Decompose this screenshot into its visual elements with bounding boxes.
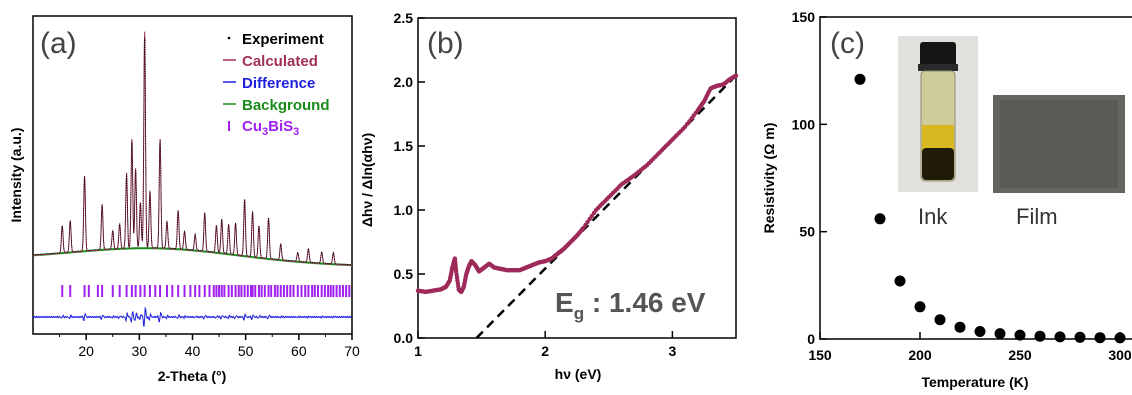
panel-a-x-tick-label: 60 [291, 343, 307, 359]
panel-c-y-tick-label: 100 [792, 116, 816, 132]
panel-b-plot-area [415, 73, 739, 339]
ink-vial-photo [898, 36, 978, 192]
legend-label-background: Background [242, 97, 330, 114]
panel-b-y-tick-label: 2.0 [394, 74, 414, 90]
legend-label-experiment: Experiment [242, 31, 324, 48]
inset-label-ink: Ink [918, 204, 948, 229]
experiment-curve [33, 37, 352, 265]
data-point [974, 326, 986, 337]
panel-a-plot-area [32, 31, 353, 327]
panel-c-y-tick-label: 0 [807, 331, 815, 347]
panel-b-axes: 1 2 3 0.0 0.5 1.0 1.5 2.0 2.5 [394, 10, 677, 359]
bandgap-annotation: Eg : 1.46 eV [555, 287, 706, 323]
panel-b-y-tick-label: 2.5 [394, 10, 414, 26]
panel-a-x-tick-label: 40 [185, 343, 201, 359]
panel-b-frame [417, 17, 737, 339]
data-point [894, 275, 906, 287]
panel-c-y-tick-label: 150 [792, 9, 816, 25]
legend-label-calculated: Calculated [242, 53, 318, 70]
panel-c: 150 200 250 300 0 50 100 150 Ink Film (c) Tempe… [761, 9, 1132, 390]
panel-b-y-tick-label: 0.5 [394, 266, 414, 282]
panel-b-y-tick-label: 1.5 [394, 138, 414, 154]
panel-a-x-axis: 20 30 40 50 60 70 [59, 334, 360, 359]
panel-a-label: (a) [40, 27, 77, 60]
data-point [1014, 329, 1026, 341]
panel-c-plot-area [854, 73, 1126, 344]
panel-b: 1 2 3 0.0 0.5 1.0 1.5 2.0 2.5 (b) hν (eV) Δhν / … [359, 10, 739, 382]
panel-b-label: (b) [427, 27, 464, 60]
legend-label-cu3bis3: Cu3BiS3 [242, 118, 299, 138]
panel-a-x-tick-label: 30 [132, 343, 148, 359]
data-point [1114, 332, 1126, 344]
panel-a-legend: Experiment Calculated Difference Backgro… [223, 31, 330, 138]
panel-a-x-label: 2-Theta (°) [158, 368, 227, 384]
panel-a-y-label: Intensity (a.u.) [8, 128, 24, 223]
legend-label-difference: Difference [242, 75, 315, 92]
inset-label-film: Film [1016, 204, 1058, 229]
panel-c-x-tick-label: 200 [908, 347, 932, 363]
panel-a-x-tick-label: 50 [238, 343, 254, 359]
data-point [914, 301, 926, 313]
data-point [874, 213, 886, 225]
panel-b-x-tick-label: 2 [541, 343, 549, 359]
data-point [1034, 330, 1046, 342]
panel-b-y-tick-label: 1.0 [394, 202, 414, 218]
data-point [1094, 332, 1106, 344]
panel-c-x-tick-label: 300 [1108, 347, 1132, 363]
panel-c-x-label: Temperature (K) [921, 374, 1028, 390]
panel-c-x-tick-label: 150 [808, 347, 832, 363]
data-point [1054, 331, 1066, 343]
panel-c-x-tick-label: 250 [1008, 347, 1032, 363]
data-point [994, 328, 1006, 340]
data-point [1074, 331, 1086, 343]
panel-b-x-label: hν (eV) [555, 366, 602, 382]
panel-c-y-label: Resistivity (Ω m) [761, 123, 777, 234]
panel-b-y-tick-label: 0.0 [394, 330, 414, 346]
data-point [934, 314, 946, 326]
panel-c-label: (c) [830, 27, 865, 60]
panel-a: 20 30 40 50 60 70 (a) 2-Theta (°) Intensity (… [8, 15, 360, 384]
legend-marker-experiment [227, 36, 231, 40]
data-point [854, 73, 866, 85]
panel-b-x-tick-label: 3 [669, 343, 677, 359]
film-photo [993, 95, 1125, 193]
data-point [954, 321, 966, 333]
panel-c-axes: 150 200 250 300 0 50 100 150 [792, 9, 1132, 363]
difference-curve [32, 306, 352, 327]
panel-a-x-tick-label: 20 [78, 343, 94, 359]
panel-c-frame [819, 16, 1132, 340]
panel-a-x-tick-label: 70 [344, 343, 360, 359]
data-point [733, 73, 739, 78]
panel-b-x-tick-label: 1 [414, 343, 422, 359]
panel-c-y-tick-label: 50 [799, 224, 815, 240]
panel-b-y-label: Δhν / Δln(αhν) [359, 133, 375, 227]
